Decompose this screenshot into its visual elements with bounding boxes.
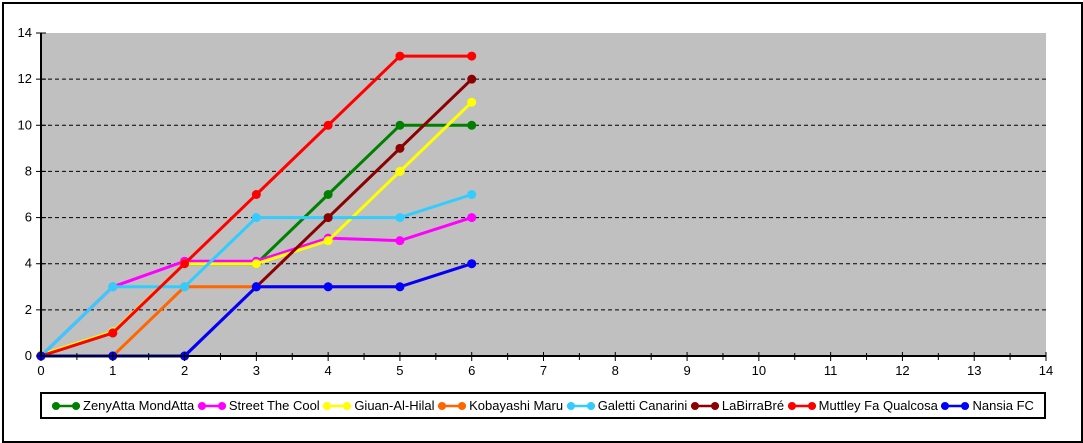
data-point-galetti-canarini [108,282,118,292]
x-tick-label: 2 [181,363,188,378]
data-point-galetti-canarini [467,190,477,199]
x-tick-label: 10 [752,363,766,378]
x-tick-label: 1 [109,363,116,378]
data-point-zenyatta-mondatta [323,190,333,199]
y-tick-label: 10 [18,117,32,132]
y-tick-label: 6 [25,210,32,225]
data-point-labirrabr [323,213,333,223]
x-tick-label: 0 [37,363,44,378]
legend-item-kobayashi-maru: Kobayashi Maru [436,399,563,412]
legend-marker [52,401,80,410]
legend-label: Street The Cool [228,398,320,413]
legend-label: ZenyAtta MondAtta [83,398,195,413]
x-tick-label: 5 [396,363,403,378]
legend: ZenyAtta MondAtta Street The Cool Giuan-Al… [40,392,1046,419]
x-tick-label: 12 [895,363,909,378]
data-point-nansia-fc [395,282,405,292]
y-tick-label: 0 [25,348,32,363]
x-tick-label: 14 [1039,363,1053,378]
legend-item-galetti-canarini: Galetti Canarini [565,398,688,413]
legend-label: Kobayashi Maru [469,398,564,413]
legend-label: Giuan-Al-Hilal [354,398,435,413]
legend-marker [787,401,816,410]
legend-item-muttley-fa-qualcosa: Muttley Fa Qualcosa [786,399,938,412]
data-point-giuan-al-hilal [251,259,261,269]
data-point-nansia-fc [467,259,477,269]
legend-item-street-the-cool: Street The Cool [196,399,320,412]
data-point-galetti-canarini [251,213,261,223]
y-tick-label: 8 [25,163,32,178]
data-point-giuan-al-hilal [395,166,405,176]
data-point-labirrabr [467,74,477,84]
x-tick-label: 11 [824,363,838,378]
data-point-galetti-canarini [180,282,190,292]
data-point-muttley-fa-qualcosa [180,259,190,269]
data-point-muttley-fa-qualcosa [467,51,477,61]
y-tick-label: 14 [18,25,32,40]
data-point-zenyatta-mondatta [395,120,405,130]
x-tick-label: 13 [967,363,981,378]
legend-item-nansia-fc: Nansia FC [939,398,1034,413]
y-tick-label: 12 [18,71,32,86]
legend-label: Nansia FC [972,398,1034,413]
data-point-muttley-fa-qualcosa [395,51,405,61]
y-tick-label: 2 [25,302,32,317]
x-tick-label: 6 [468,363,475,378]
legend-marker [438,401,467,410]
data-point-muttley-fa-qualcosa [108,328,118,338]
legend-label: Muttley Fa Qualcosa [818,398,938,413]
x-tick-label: 9 [683,363,690,378]
legend-item-labirrabr: LaBirraBré [689,399,784,412]
plot-area [41,33,1046,356]
legend-label: LaBirraBré [721,398,785,413]
data-point-labirrabr [395,143,405,153]
data-point-galetti-canarini [395,213,405,223]
data-point-zenyatta-mondatta [467,120,477,130]
data-point-muttley-fa-qualcosa [251,190,261,199]
x-tick-label: 3 [253,363,260,378]
legend-marker [566,401,595,410]
legend-label: Galetti Canarini [597,398,688,413]
legend-marker [197,401,226,410]
x-tick-label: 4 [325,363,332,378]
data-point-muttley-fa-qualcosa [323,120,333,130]
data-point-giuan-al-hilal [467,97,477,107]
x-tick-label: 7 [540,363,547,378]
legend-marker [323,401,352,410]
data-point-nansia-fc [251,282,261,292]
legend-item-zenyatta-mondatta: ZenyAtta MondAtta [50,399,194,412]
legend-marker [941,401,970,410]
legend-item-giuan-al-hilal: Giuan-Al-Hilal [321,398,435,413]
data-point-street-the-cool [467,213,477,223]
data-point-street-the-cool [395,236,405,246]
x-tick-label: 8 [612,363,619,378]
legend-marker [690,401,719,410]
data-point-nansia-fc [323,282,333,292]
y-tick-label: 4 [25,256,32,271]
data-point-giuan-al-hilal [323,236,333,246]
